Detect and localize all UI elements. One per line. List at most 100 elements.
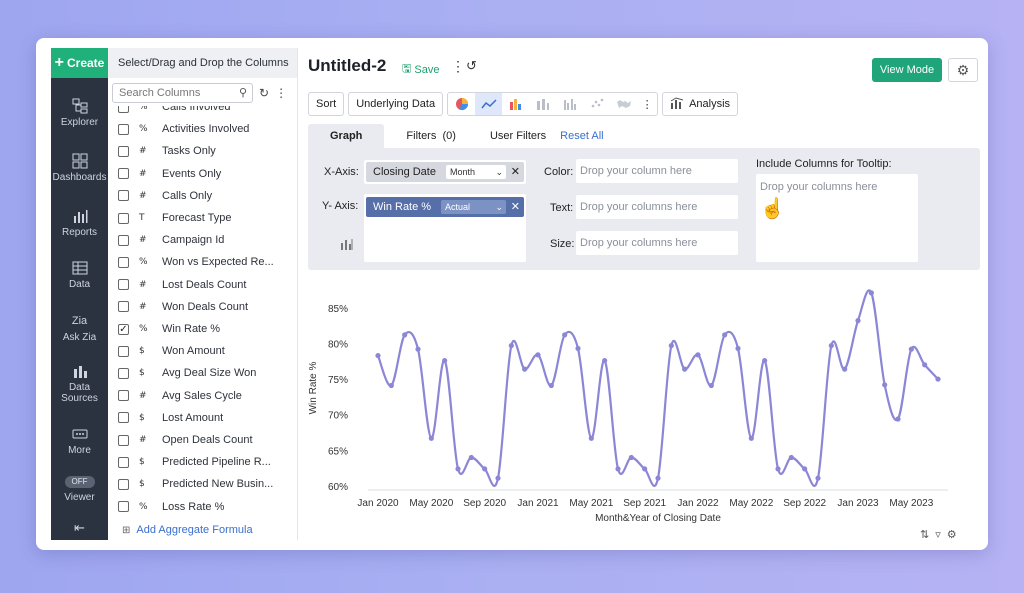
data-point[interactable] [588,435,594,441]
column-checkbox[interactable] [118,168,129,180]
column-checkbox[interactable] [118,412,129,424]
y-axis-agg-select[interactable]: Actual ⌄ [441,200,506,214]
data-point[interactable] [455,466,461,472]
collapse-icon[interactable]: ⇤ [74,520,85,535]
view-mode-button[interactable]: View Mode [872,58,942,82]
column-checkbox[interactable] [118,256,129,268]
data-point[interactable] [842,366,848,372]
rail-item-dashboards[interactable]: Dashboards [51,153,108,183]
add-aggregate-formula-link[interactable]: ⊞ Add Aggregate Formula [122,524,253,536]
data-point[interactable] [708,382,714,389]
column-item[interactable]: # Open Deals Count [118,431,253,449]
bar-chart-icon[interactable] [502,93,529,115]
rail-item-explorer[interactable]: Explorer [51,98,108,128]
data-point[interactable] [602,357,608,364]
text-drop-zone[interactable]: Drop your columns here [576,195,738,219]
color-drop-zone[interactable]: Drop your column here [576,159,738,183]
column-checkbox[interactable] [118,478,129,490]
data-point[interactable] [855,318,861,324]
data-point[interactable] [508,342,514,349]
refresh-icon[interactable]: ↻ [259,86,270,100]
data-point[interactable] [828,342,834,349]
data-point[interactable] [868,290,874,296]
axis-settings-icon[interactable] [340,238,354,253]
undo-icon[interactable]: ↺ [466,58,477,73]
data-point[interactable] [535,352,541,358]
column-item[interactable]: $ Won Amount [118,342,225,360]
column-item[interactable]: # Won Deals Count [118,298,248,316]
data-point[interactable] [722,332,728,338]
tooltip-drop-zone[interactable]: Drop your columns here [756,174,918,262]
column-item[interactable]: ✓% Win Rate % [118,320,220,338]
data-point[interactable] [788,454,794,461]
data-point[interactable] [748,435,754,441]
data-point[interactable] [922,362,928,368]
column-item[interactable]: # Events Only [118,165,221,183]
column-checkbox[interactable] [118,279,129,291]
map-chart-icon[interactable] [610,93,637,115]
chart-settings-icon[interactable]: ⚙ [946,529,957,541]
data-point[interactable] [575,345,581,352]
data-point[interactable] [388,382,394,389]
rail-item-viewer[interactable]: OFF Viewer [51,476,108,503]
data-point[interactable] [802,466,808,472]
close-icon[interactable]: ✕ [510,166,520,178]
column-checkbox[interactable] [118,367,129,379]
data-point[interactable] [908,346,914,352]
data-point[interactable] [628,454,634,461]
data-point[interactable] [402,332,408,338]
column-checkbox[interactable] [118,234,129,246]
column-checkbox[interactable] [118,301,129,313]
data-point[interactable] [642,466,648,472]
x-axis-agg-select[interactable]: Month ⌄ [446,165,506,179]
column-checkbox[interactable] [118,390,129,402]
data-point[interactable] [668,342,674,349]
column-item[interactable]: # Tasks Only [118,142,216,160]
grouped-bar-icon[interactable] [556,93,583,115]
rail-item-more[interactable]: More [51,426,108,456]
kebab-menu-icon[interactable]: ⋮ [275,86,288,100]
column-item[interactable]: $ Predicted New Busin... [118,475,273,493]
search-columns-input[interactable]: Search Columns ⚲ [112,83,253,103]
reset-all-link[interactable]: Reset All [560,130,604,142]
column-item[interactable]: # Lost Deals Count [118,276,246,294]
rail-item-reports[interactable]: Reports [51,208,108,238]
close-icon[interactable]: ✕ [510,201,520,213]
data-point[interactable] [468,454,474,461]
data-point[interactable] [655,475,661,481]
stacked-bar-icon[interactable] [529,93,556,115]
data-point[interactable] [735,345,741,352]
rail-item-data[interactable]: Data [51,260,108,290]
column-checkbox[interactable] [118,212,129,224]
sort-button[interactable]: Sort [308,92,345,116]
data-point[interactable] [762,357,768,364]
column-item[interactable]: # Campaign Id [118,231,224,249]
data-point[interactable] [442,357,448,364]
column-checkbox[interactable] [118,145,129,157]
data-point[interactable] [815,475,821,481]
sort-arrows-icon[interactable]: ⇅ [920,529,930,541]
underlying-data-button[interactable]: Underlying Data [348,92,444,116]
data-point[interactable] [695,352,701,358]
page-title[interactable]: Untitled-2 [308,56,387,75]
scatter-chart-icon[interactable] [583,93,610,115]
data-point[interactable] [682,366,688,372]
data-point[interactable] [522,366,528,372]
settings-gear-icon[interactable]: ⚙ [948,58,978,82]
column-checkbox[interactable] [118,106,129,113]
column-checkbox[interactable] [118,434,129,446]
pie-chart-icon[interactable] [448,93,475,115]
column-item[interactable]: % Activities Involved [118,120,249,138]
more-charts-icon[interactable]: ⋮ [641,98,653,111]
title-menu-icon[interactable]: ⋮ [451,58,465,74]
analysis-button[interactable]: Analysis [662,92,739,116]
data-point[interactable] [415,346,421,352]
viewer-toggle[interactable]: OFF [64,476,95,488]
column-item[interactable]: % Loss Rate % [118,498,224,516]
tab-filters[interactable]: Filters (0) [384,124,478,148]
column-item[interactable]: # Calls Only [118,187,212,205]
column-checkbox[interactable] [118,190,129,202]
column-item[interactable]: % Calls Involved [118,106,230,116]
column-checkbox[interactable] [118,501,129,513]
data-point[interactable] [482,466,488,472]
